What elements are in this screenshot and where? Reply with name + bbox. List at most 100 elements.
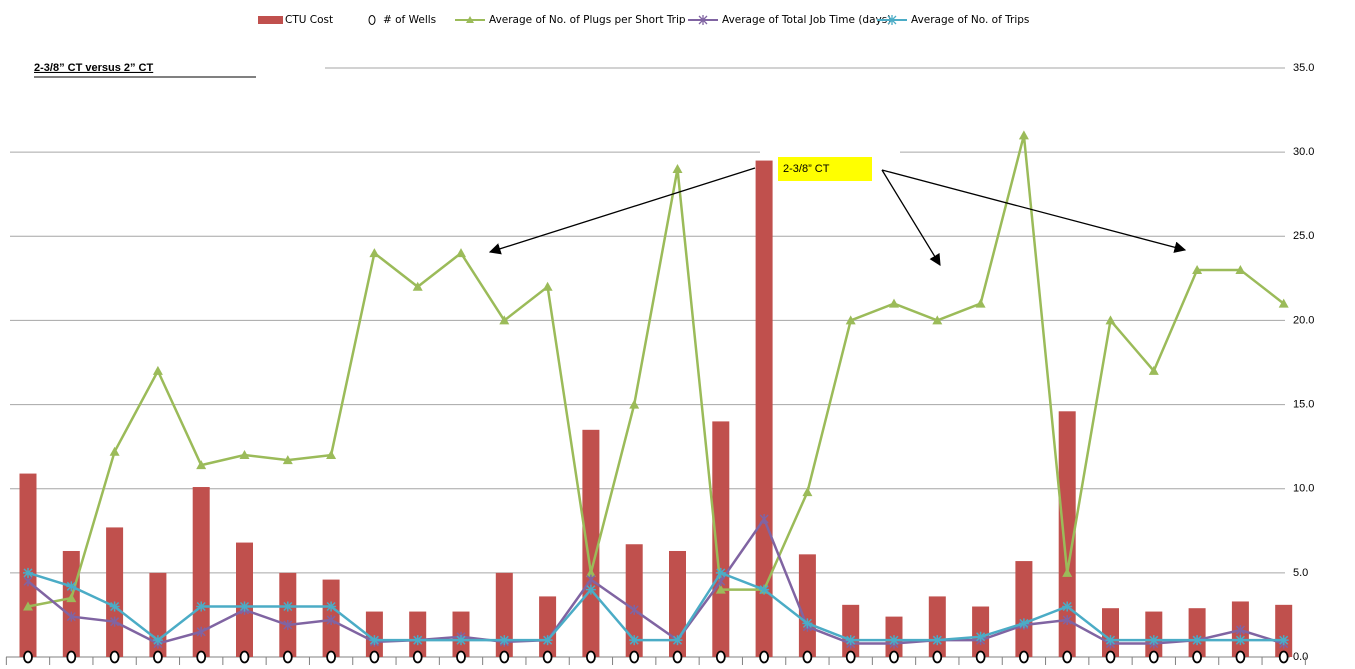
line bbox=[27, 516, 1285, 645]
point bbox=[109, 446, 120, 456]
bar bbox=[106, 527, 124, 657]
legend-marker bbox=[698, 15, 708, 25]
point bbox=[629, 604, 639, 615]
point bbox=[110, 616, 120, 627]
point bbox=[152, 650, 163, 664]
point bbox=[975, 298, 986, 308]
point bbox=[283, 620, 293, 631]
point bbox=[66, 581, 77, 592]
point bbox=[715, 567, 726, 578]
legend-label: Average of Total Job Time (days) bbox=[722, 14, 891, 26]
point bbox=[326, 650, 337, 664]
point bbox=[629, 399, 640, 409]
point bbox=[456, 635, 466, 646]
point bbox=[23, 650, 33, 664]
point bbox=[585, 567, 596, 577]
point bbox=[1105, 650, 1116, 664]
point bbox=[369, 248, 380, 258]
annotation-arrow bbox=[881, 169, 1187, 253]
bar bbox=[669, 550, 686, 657]
point bbox=[196, 650, 207, 664]
annotation-bg bbox=[760, 138, 900, 160]
legend-item: Average of No. of Trips bbox=[877, 14, 1029, 26]
bar bbox=[1188, 608, 1206, 657]
legend-label: CTU Cost bbox=[285, 14, 333, 26]
legend-item: Average of Total Job Time (days) bbox=[688, 14, 891, 26]
bar bbox=[539, 596, 557, 657]
point bbox=[759, 584, 770, 595]
point bbox=[499, 635, 510, 646]
point bbox=[456, 248, 466, 258]
point bbox=[456, 650, 466, 664]
annotation-arrow bbox=[881, 169, 941, 266]
line bbox=[27, 135, 1285, 608]
point bbox=[152, 365, 163, 375]
bar bbox=[1058, 411, 1076, 657]
legend-marker bbox=[887, 15, 897, 25]
point bbox=[802, 618, 813, 629]
point bbox=[23, 567, 33, 578]
point bbox=[932, 635, 943, 646]
y-tick-label: 20.0 bbox=[1293, 314, 1314, 326]
point bbox=[1018, 618, 1029, 629]
legend-marker bbox=[466, 16, 474, 23]
point bbox=[1235, 264, 1246, 274]
point bbox=[1062, 614, 1072, 625]
bar bbox=[19, 473, 37, 657]
point bbox=[1105, 635, 1116, 646]
point bbox=[109, 650, 120, 664]
bar bbox=[279, 572, 297, 657]
annotation-arrow bbox=[488, 167, 756, 255]
point bbox=[672, 650, 683, 664]
point bbox=[239, 450, 250, 460]
annotation-highlight bbox=[778, 157, 872, 181]
bar bbox=[798, 554, 816, 657]
point bbox=[629, 635, 640, 646]
legend-label: # of Wells bbox=[383, 14, 436, 26]
point bbox=[975, 631, 986, 642]
legend-swatch bbox=[368, 15, 376, 25]
point bbox=[369, 650, 380, 664]
point bbox=[759, 650, 769, 664]
point bbox=[1235, 625, 1245, 636]
point bbox=[23, 601, 33, 611]
point bbox=[196, 460, 207, 470]
point bbox=[412, 650, 423, 664]
bar bbox=[582, 429, 600, 657]
point bbox=[66, 611, 76, 622]
bar bbox=[755, 160, 773, 658]
legend-item: CTU Cost bbox=[258, 14, 333, 26]
point bbox=[326, 450, 337, 460]
point bbox=[586, 650, 596, 664]
point bbox=[1192, 635, 1203, 646]
bar bbox=[1275, 604, 1293, 657]
point bbox=[282, 455, 293, 465]
point bbox=[802, 650, 813, 664]
bar bbox=[1015, 561, 1033, 657]
bar bbox=[625, 544, 643, 657]
point bbox=[1235, 650, 1246, 664]
point bbox=[932, 650, 943, 664]
bar bbox=[192, 487, 210, 657]
bar bbox=[236, 542, 253, 657]
point bbox=[1148, 650, 1159, 664]
point bbox=[845, 635, 856, 646]
point bbox=[759, 514, 769, 525]
point bbox=[1235, 635, 1246, 646]
bar bbox=[365, 611, 383, 657]
point bbox=[715, 584, 726, 594]
bar bbox=[495, 572, 513, 657]
point bbox=[66, 593, 77, 603]
point bbox=[975, 650, 986, 664]
y-tick-label: 35.0 bbox=[1293, 62, 1314, 74]
point bbox=[1192, 264, 1203, 274]
point bbox=[542, 635, 553, 646]
point bbox=[499, 650, 510, 664]
y-tick-label: 5.0 bbox=[1293, 567, 1308, 579]
point bbox=[845, 315, 856, 325]
point bbox=[282, 601, 293, 612]
point bbox=[1192, 650, 1202, 664]
point bbox=[585, 584, 596, 595]
y-tick-label: 10.0 bbox=[1293, 483, 1314, 495]
point bbox=[586, 574, 596, 585]
